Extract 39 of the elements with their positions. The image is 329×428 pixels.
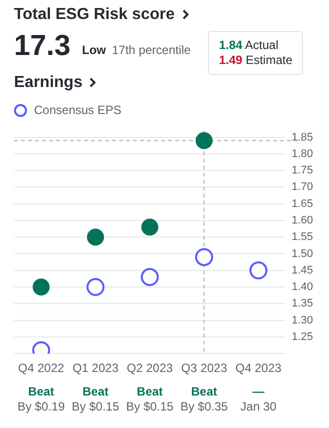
legend-label: Consensus EPS (33, 103, 122, 117)
point (141, 218, 158, 236)
y-tick-label: 1.50 (292, 248, 314, 260)
y-tick-label: 1.35 (292, 298, 314, 310)
text: 1.84 Actual (219, 38, 280, 53)
text: — Jan 30 (240, 384, 277, 414)
y-tick-label: 1.85 (292, 131, 314, 144)
point (195, 248, 214, 266)
y-tick-label: 1.45 (292, 264, 314, 276)
x-tick-label: Q4 2023 (235, 361, 282, 376)
point (86, 278, 104, 296)
x-tick-label: Q4 2022 (18, 361, 64, 376)
point (196, 132, 213, 150)
chart-title: Earnings (14, 74, 84, 92)
text: Low (82, 43, 106, 57)
y-tick-label: 1.80 (292, 148, 314, 160)
y-tick-label: 1.75 (292, 164, 314, 177)
text: 17th percentile (112, 43, 191, 57)
x-tick-label: Q1 2023 (72, 361, 119, 376)
point (32, 278, 50, 296)
text: Beat By $0.19 (17, 384, 66, 414)
y-tick-label: 1.60 (292, 214, 314, 226)
y-tick-label: 1.70 (292, 181, 314, 194)
point (86, 228, 104, 246)
y-tick-label: 1.55 (292, 231, 314, 244)
text: 17.3 (14, 30, 70, 63)
y-tick-label: 1.65 (292, 198, 314, 210)
y-tick-label: 1.40 (292, 281, 314, 294)
text: Beat By $0.35 (180, 384, 228, 414)
y-tick-label: 1.25 (292, 330, 314, 343)
x-tick-label: Q2 2023 (126, 361, 174, 376)
y-tick-label: 1.30 (292, 314, 314, 326)
text: 1.49 Estimate (219, 53, 292, 68)
text: Beat By $0.15 (72, 384, 120, 414)
text: Total ESG Risk score (14, 6, 176, 24)
x-tick-label: Q3 2023 (181, 361, 228, 376)
text: Beat By $0.15 (126, 384, 174, 414)
point (140, 268, 159, 286)
point (249, 261, 268, 280)
